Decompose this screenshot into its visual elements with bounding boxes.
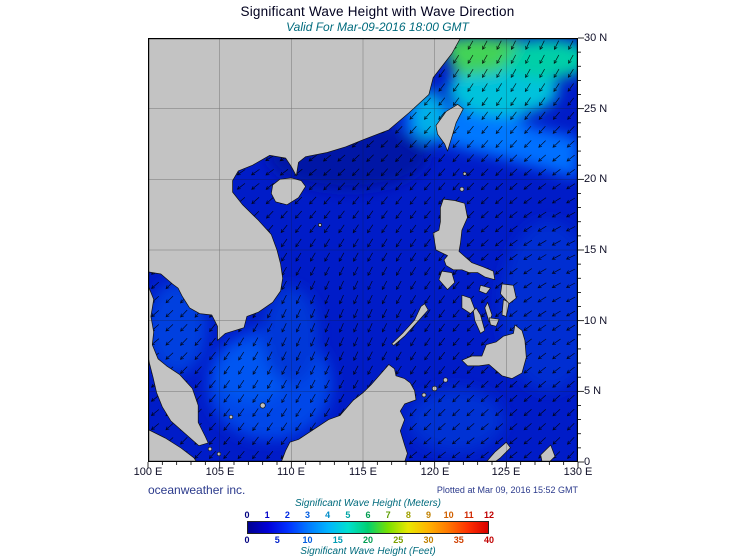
feet-tick-label: 20 <box>362 535 374 545</box>
feet-tick-label: 5 <box>274 535 280 545</box>
map-frame <box>148 38 578 462</box>
small-islands <box>207 171 467 457</box>
legend-feet-ticks: 0 5 10 15 20 25 30 35 40 <box>244 535 494 545</box>
meters-tick-label: 6 <box>365 510 371 520</box>
map-area <box>147 37 584 468</box>
land-negros <box>472 307 486 334</box>
x-axis-label: 110 E <box>277 466 305 478</box>
x-axis-label: 130 E <box>563 466 593 478</box>
y-axis-label: 10 N <box>584 315 608 327</box>
land-mindoro <box>438 270 456 290</box>
land-luzon <box>432 198 496 281</box>
plotted-timestamp: Plotted at Mar 09, 2016 15:52 GMT <box>436 485 578 495</box>
feet-tick-label: 25 <box>393 535 404 545</box>
credit-text: oceanweather inc. <box>148 483 246 497</box>
y-axis-label: 15 N <box>584 244 608 256</box>
feet-tick-label: 35 <box>453 535 464 545</box>
land-cebu <box>484 301 493 323</box>
feet-tick-label: 15 <box>332 535 343 545</box>
land-china-indochina <box>148 38 461 341</box>
land-sulawesi-tip <box>485 441 511 462</box>
page-title: Significant Wave Height with Wave Direct… <box>240 4 515 19</box>
legend-gradient-bar <box>247 521 489 534</box>
meters-tick-label: 4 <box>325 510 331 520</box>
legend-meters-ticks: 0 1 2 3 4 5 6 7 8 9 10 11 12 <box>244 510 494 520</box>
y-axis-label: 30 N <box>584 32 608 44</box>
meters-tick-label: 9 <box>425 510 432 520</box>
x-axis-label: 125 E <box>491 466 521 478</box>
x-axis-label: 105 E <box>205 466 235 478</box>
y-axis-label: 25 N <box>584 103 608 115</box>
feet-tick-label: 10 <box>302 535 313 545</box>
land-masbate <box>478 284 491 295</box>
land-mindanao <box>461 324 527 379</box>
meters-tick-label: 5 <box>345 510 351 520</box>
meters-tick-label: 3 <box>304 510 311 520</box>
land-samar <box>500 283 517 305</box>
x-axis-label: 115 E <box>349 466 377 478</box>
land-malay-peninsula <box>148 284 209 447</box>
meters-tick-label: 2 <box>284 510 290 520</box>
wave-map <box>147 37 584 468</box>
meters-tick-label: 10 <box>443 510 454 520</box>
land-taiwan <box>435 104 464 152</box>
meters-tick-label: 11 <box>464 510 474 520</box>
meters-tick-label: 12 <box>483 510 495 520</box>
land-bohol <box>488 317 500 327</box>
legend-feet-label: Significant Wave Height (Feet) <box>300 546 436 557</box>
legend-meters-label: Significant Wave Height (Meters) <box>295 498 441 509</box>
y-axis-label: 5 N <box>584 385 602 397</box>
feet-tick-label: 0 <box>244 535 250 545</box>
meters-tick-label: 8 <box>405 510 411 520</box>
feet-tick-label: 40 <box>483 535 495 545</box>
feet-tick-label: 30 <box>423 535 434 545</box>
meters-tick-label: 7 <box>385 510 391 520</box>
meters-tick-label: 0 <box>244 510 250 520</box>
wave-height-field <box>148 38 578 452</box>
y-axis-label: 0 <box>584 456 591 468</box>
x-axis-label: 100 E <box>133 466 163 478</box>
land-palawan <box>391 303 429 346</box>
land-hainan <box>270 177 306 206</box>
land-sumatra <box>148 429 198 462</box>
land-masses <box>148 38 556 462</box>
valid-time-subtitle: Valid For Mar-09-2016 18:00 GMT <box>286 20 469 34</box>
grid-lines <box>148 38 578 462</box>
land-borneo <box>280 364 417 462</box>
axis-ticks <box>147 37 584 468</box>
x-axis-label: 120 E <box>420 466 450 478</box>
meters-tick-label: 1 <box>264 510 270 520</box>
y-axis-label: 20 N <box>584 173 608 185</box>
land-panay <box>461 294 476 314</box>
